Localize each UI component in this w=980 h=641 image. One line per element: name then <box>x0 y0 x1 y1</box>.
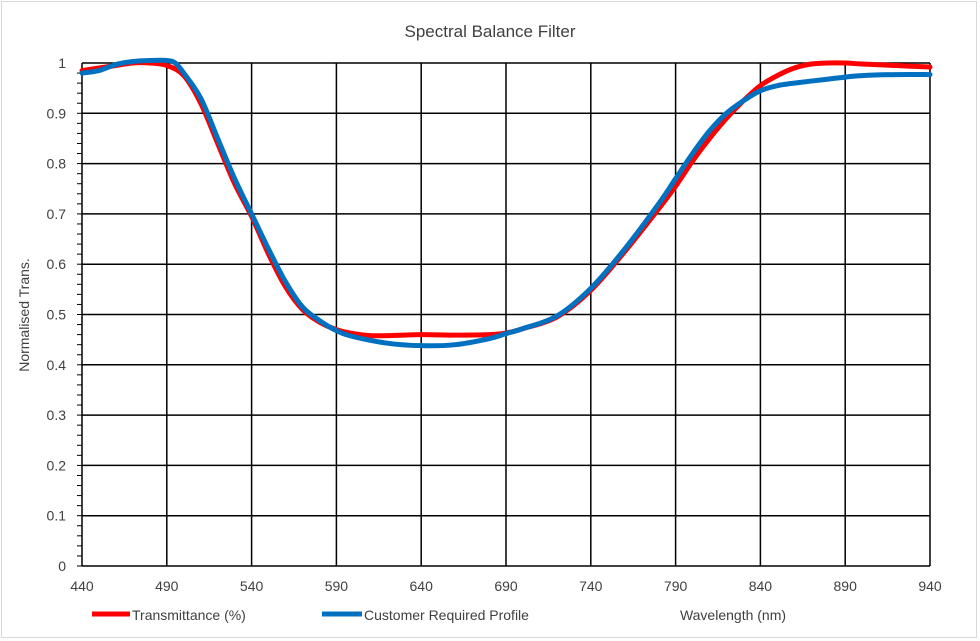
x-axis: 440 490 540 590 640 690 740 790 840 890 940 <box>70 578 942 594</box>
y-tick-label: 0.5 <box>47 307 67 323</box>
legend: Transmittance (%) Customer Required Prof… <box>92 607 529 623</box>
x-axis-label: Wavelength (nm) <box>680 607 786 623</box>
y-axis: 0 0.1 0.2 0.3 0.4 0.5 0.6 0.7 0.8 0.9 1 <box>47 55 82 574</box>
y-tick-label: 0.7 <box>47 206 67 222</box>
y-axis-label: Normalised Trans. <box>16 258 32 372</box>
x-tick-label: 940 <box>918 578 942 594</box>
chart-title: Spectral Balance Filter <box>404 22 575 41</box>
x-tick-label: 890 <box>834 578 858 594</box>
x-tick-label: 590 <box>325 578 349 594</box>
y-tick-label: 0.3 <box>47 407 67 423</box>
x-tick-label: 640 <box>410 578 434 594</box>
x-tick-label: 790 <box>664 578 688 594</box>
grid <box>81 62 931 567</box>
x-tick-label: 690 <box>494 578 518 594</box>
y-tick-label: 0.2 <box>47 457 67 473</box>
y-tick-label: 0.6 <box>47 256 67 272</box>
legend-label-customer-profile: Customer Required Profile <box>364 607 529 623</box>
y-tick-label: 1 <box>58 55 66 71</box>
series-lines <box>79 57 933 349</box>
y-tick-label: 0.4 <box>47 357 67 373</box>
y-tick-label: 0 <box>58 558 66 574</box>
series-line-customer-profile <box>79 57 933 349</box>
x-tick-label: 540 <box>240 578 264 594</box>
x-tick-label: 440 <box>70 578 94 594</box>
legend-label-transmittance: Transmittance (%) <box>132 607 246 623</box>
y-tick-label: 0.9 <box>47 105 67 121</box>
x-tick-label: 740 <box>579 578 603 594</box>
y-tick-label: 0.1 <box>47 508 67 524</box>
x-tick-label: 490 <box>155 578 179 594</box>
x-tick-label: 840 <box>749 578 773 594</box>
y-tick-label: 0.8 <box>47 156 67 172</box>
